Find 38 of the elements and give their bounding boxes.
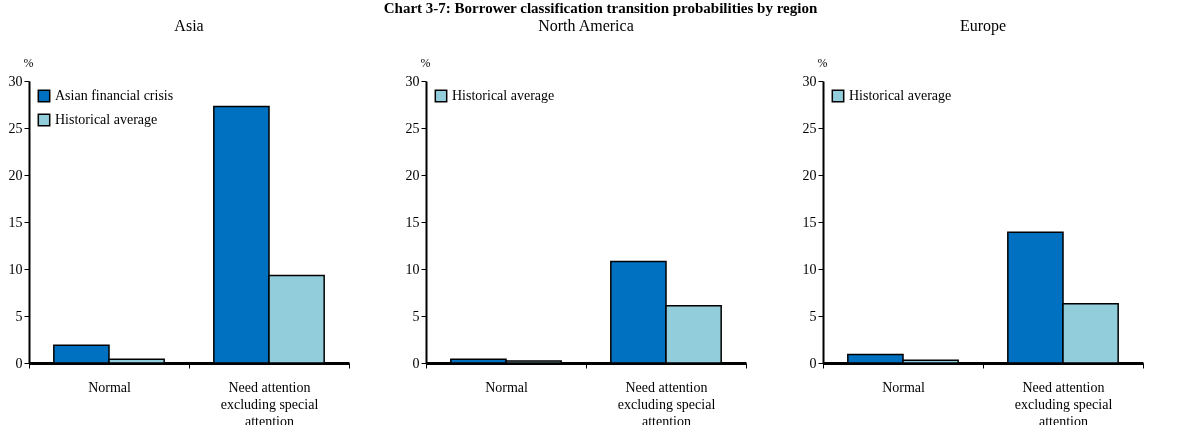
chart-title: North America <box>538 17 634 34</box>
x-tick-label: Need attention excluding special attention <box>1014 379 1113 425</box>
y-tick-label: 15 <box>802 214 817 230</box>
y-tick-label: 10 <box>802 261 817 277</box>
x-tick-label: Normal <box>882 379 925 395</box>
x-tick-label: Normal <box>88 379 131 395</box>
y-tick-label: 0 <box>15 355 23 371</box>
y-tick-label: 0 <box>809 355 817 371</box>
y-tick-label: 25 <box>8 120 23 136</box>
y-tick-label: 0 <box>412 355 420 371</box>
y-axis-title: % <box>23 55 34 70</box>
x-tick-label: Need attention excluding special attention <box>617 379 716 425</box>
y-tick-label: 15 <box>8 214 23 230</box>
y-tick-label: 20 <box>405 167 420 183</box>
y-axis-title: % <box>817 55 828 70</box>
y-axis-title: % <box>420 55 431 70</box>
y-tick-label: 5 <box>15 308 23 324</box>
y-tick-label: 10 <box>8 261 23 277</box>
y-tick-label: 20 <box>802 167 817 183</box>
y-tick-label: 30 <box>8 73 23 89</box>
caption: Chart 3-7: Borrower classification transition probabilities by region <box>382 0 819 16</box>
chart-title: Asia <box>174 17 204 34</box>
y-tick-label: 30 <box>802 73 817 89</box>
legend-label: Historical average <box>849 88 952 103</box>
legend-label: Historical average <box>452 88 555 103</box>
y-tick-label: 20 <box>8 167 23 183</box>
y-tick-label: 15 <box>405 214 420 230</box>
y-tick-label: 30 <box>405 73 420 89</box>
y-tick-label: 5 <box>412 308 420 324</box>
chart-title: Europe <box>959 17 1007 35</box>
y-tick-label: 5 <box>809 308 817 324</box>
legend-label: Asian financial crisis <box>55 88 174 103</box>
y-tick-label: 25 <box>802 120 817 136</box>
x-tick-label: Need attention excluding special attention <box>220 379 319 425</box>
y-tick-label: 10 <box>405 261 420 277</box>
x-tick-label: Normal <box>485 379 528 395</box>
legend-label: Historical average <box>55 112 158 127</box>
y-tick-label: 25 <box>405 120 420 136</box>
